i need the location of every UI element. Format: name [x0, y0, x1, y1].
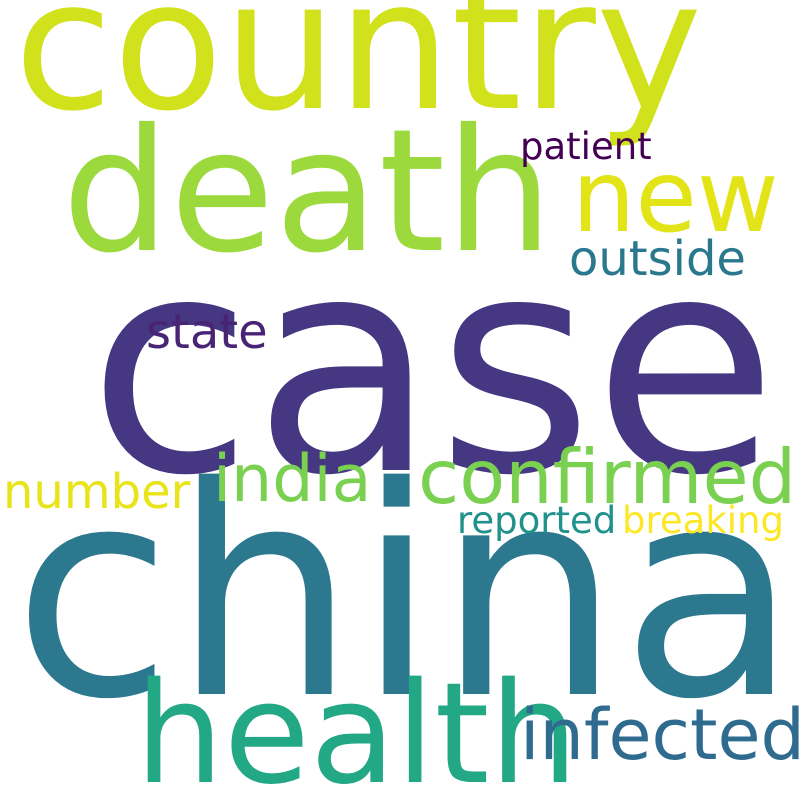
- word-state: state: [146, 304, 268, 360]
- word-china: china: [13, 426, 799, 763]
- word-country: country: [14, 0, 703, 151]
- word-reported: reported: [457, 499, 617, 542]
- word-number: number: [3, 464, 191, 520]
- word-case: case: [88, 192, 778, 541]
- word-patient: patient: [520, 125, 652, 168]
- word-india: india: [213, 442, 372, 517]
- word-new: new: [572, 138, 779, 255]
- word-death: death: [62, 93, 554, 291]
- word-outside: outside: [569, 231, 746, 287]
- word-infected: infected: [520, 694, 800, 776]
- word-health: health: [135, 653, 579, 800]
- word-confirmed: confirmed: [418, 433, 797, 521]
- word-breaking: breaking: [622, 499, 784, 542]
